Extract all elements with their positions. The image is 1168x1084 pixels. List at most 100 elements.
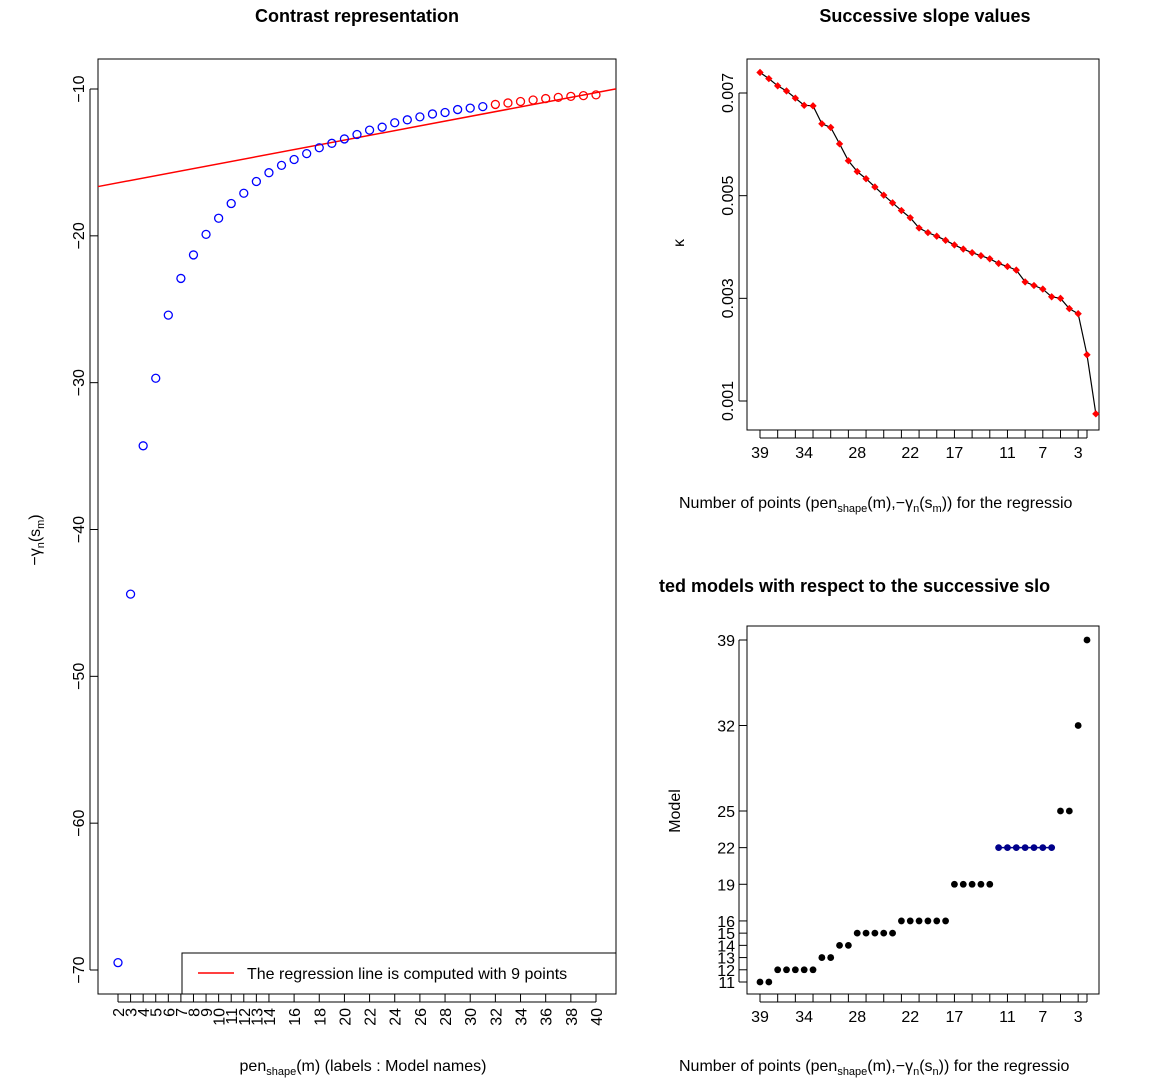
models-point: [1065, 807, 1073, 815]
models-x-label: Number of points (penshape(m),−γn(sn)) f…: [679, 1058, 1069, 1078]
models-point: [898, 917, 905, 925]
slope-point: [994, 259, 1003, 268]
models-point: [862, 929, 870, 937]
slope-point: [1012, 266, 1020, 274]
models-x-axis: 39 34 28 22 17 11 7 3: [751, 994, 1088, 1026]
contrast-point: [515, 96, 526, 107]
slope-point: [1092, 410, 1100, 418]
slope-point: [977, 252, 985, 260]
slope-x-label-sub3: m: [933, 503, 942, 515]
models-x-tick-label: 39: [751, 1009, 769, 1026]
models-y-label: Model: [667, 789, 684, 833]
models-x-label-hatted: s: [925, 1058, 933, 1075]
slope-x-tick-label: 11: [999, 445, 1016, 462]
legend-entry-regression: The regression line is computed with 9 p…: [247, 966, 567, 983]
models-x-tick-label: 11: [999, 1009, 1016, 1026]
contrast-x-tick-label: 36: [539, 1008, 556, 1026]
slope-point: [1030, 281, 1038, 290]
slope-point: [950, 241, 959, 249]
contrast-point: [390, 118, 400, 128]
contrast-x-label: penshape(m) (labels : Model names): [240, 1058, 487, 1078]
contrast-x-tick-label: 28: [438, 1008, 455, 1026]
contrast-y-tick-label: −20: [71, 222, 88, 249]
models-point: [836, 941, 843, 949]
models-point: [968, 880, 976, 888]
models-panel: ted models with respect to the successiv…: [659, 576, 1100, 1078]
contrast-points: [113, 90, 601, 968]
slope-point: [880, 191, 888, 199]
models-point: [827, 954, 835, 961]
contrast-x-label-pre: pen: [240, 1058, 267, 1075]
contrast-point: [113, 958, 123, 968]
models-point: [986, 880, 994, 888]
contrast-x-label-post: (m) (labels : Model names): [296, 1058, 486, 1075]
slope-series-line-group: [759, 71, 1097, 414]
contrast-y-label-pre: −γ: [27, 548, 44, 565]
contrast-point: [327, 138, 337, 148]
contrast-y-tick-label: −10: [71, 75, 88, 102]
models-point: [880, 929, 888, 937]
models-y-tick-label: 15: [717, 926, 735, 943]
models-x-label-sub: shape: [837, 1066, 867, 1078]
models-y-tick-label: 11: [718, 975, 735, 992]
models-point: [853, 929, 861, 937]
models-point: [995, 844, 1003, 852]
contrast-point: [566, 91, 576, 101]
models-point: [942, 917, 949, 925]
models-point: [959, 880, 967, 888]
contrast-y-label-sub: n: [35, 542, 47, 548]
models-point: [871, 929, 879, 937]
contrast-x-tick-label: 30: [463, 1008, 480, 1026]
models-point: [809, 966, 817, 974]
models-points: [756, 636, 1091, 986]
contrast-point: [478, 101, 488, 112]
contrast-panel: Contrast representation −10−20−30−40−50−…: [27, 6, 617, 1078]
contrast-x-label-sub: shape: [266, 1066, 296, 1078]
contrast-x-tick-label: 16: [287, 1008, 304, 1026]
models-y-tick-label: 39: [717, 633, 735, 650]
models-point: [951, 880, 958, 888]
slope-point: [888, 199, 897, 207]
models-plot-frame: [746, 625, 1100, 995]
models-x-tick-label: 7: [1038, 1009, 1047, 1026]
slope-point: [827, 123, 835, 132]
slope-point: [924, 228, 932, 237]
contrast-point: [151, 373, 161, 383]
contrast-point: [226, 198, 236, 209]
contrast-point: [138, 441, 148, 451]
contrast-point: [465, 103, 475, 113]
slope-point: [906, 214, 914, 222]
slope-point: [1003, 262, 1012, 271]
models-point: [818, 954, 826, 961]
slope-point: [1039, 285, 1047, 293]
models-point: [844, 941, 852, 949]
slope-point: [800, 101, 808, 109]
slope-y-tick-label: 0.001: [720, 381, 737, 421]
contrast-point: [541, 93, 551, 104]
contrast-point: [314, 143, 324, 153]
models-y-tick-label: 13: [717, 951, 735, 968]
contrast-x-tick-label: 26: [413, 1008, 430, 1026]
slope-y-axis: 0.001 0.003 0.005 0.007: [720, 73, 747, 421]
slope-panel: Successive slope values 0.0010.0030.0050…: [671, 6, 1100, 515]
contrast-x-tick-label: 8: [186, 1008, 203, 1017]
contrast-point: [302, 148, 312, 159]
contrast-x-tick-label: 7: [174, 1008, 191, 1017]
models-x-tick-label: 3: [1074, 1009, 1083, 1026]
contrast-x-tick-label: 18: [312, 1008, 329, 1026]
contrast-y-tick-label: −70: [71, 956, 88, 983]
contrast-x-tick-label: 3: [124, 1008, 141, 1017]
contrast-point: [553, 92, 563, 103]
slope-point: [933, 232, 941, 240]
contrast-point: [427, 109, 438, 119]
contrast-point: [339, 134, 350, 144]
svg-text:Number of points (penshape(m),: Number of points (penshape(m),−γn(sn)) f…: [679, 1058, 1069, 1078]
slope-x-label-post: )) for the regressio: [942, 495, 1073, 512]
contrast-y-label-hatted: s: [27, 529, 44, 537]
contrast-x-tick-label: 4: [136, 1008, 153, 1017]
contrast-point: [440, 107, 450, 118]
contrast-x-tick-label: 9: [199, 1008, 216, 1017]
models-x-tick-label: 28: [848, 1009, 866, 1026]
